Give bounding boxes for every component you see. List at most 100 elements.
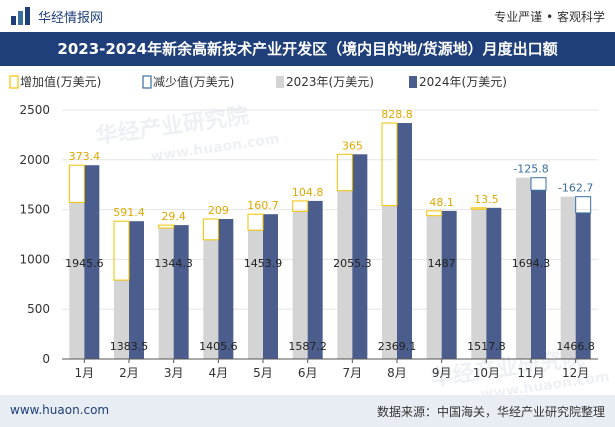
gridlines [62,109,598,310]
bar-2024 [531,190,546,359]
bar-2024 [397,123,412,359]
increase-frame [202,218,219,241]
value-label-2024: 1945.6 [65,257,104,270]
footer-source: 数据来源：中国海关，华经产业研究院整理 [376,405,605,419]
value-label-2024: 1344.3 [154,257,193,270]
legend-swatch-decrease [142,75,152,89]
bar-2024 [486,207,502,359]
bar-2023 [560,196,576,359]
y-tick-label: 1000 [19,252,50,266]
value-label-2024: 2055.3 [333,257,372,270]
bar-2024 [263,214,278,359]
legend-label-increase: 增加值(万美元) [20,74,101,89]
bar-2023 [516,177,531,359]
change-label: 591.4 [113,206,145,219]
bar-2023 [292,211,308,359]
increase-frame [158,224,175,229]
increase-frame [292,200,309,212]
bar-2023 [114,280,129,359]
legend-label-2023: 2023年(万美元) [286,75,374,89]
y-tick-label: 2000 [19,153,50,167]
bar-2024 [307,200,323,359]
y-tick-label: 500 [27,302,50,316]
bar-2024 [84,165,100,359]
bar-2024 [575,212,591,359]
increase-frame [68,164,85,203]
x-tick-label: 8月 [387,366,407,380]
bar-2023 [471,209,487,359]
footer-url[interactable]: www.huaon.com [10,403,110,417]
change-label: 365 [342,139,363,152]
change-label: 29.4 [161,210,186,223]
x-tick-label: 9月 [432,366,452,380]
change-label: 209 [208,204,229,217]
bar-2023 [69,202,85,359]
x-tick-label: 1月 [75,366,95,380]
bar-2023 [382,205,397,359]
value-label-2024: 1383.5 [110,340,149,353]
decrease-frame [575,196,592,214]
x-tick-label: 7月 [343,366,363,380]
change-label: 48.1 [429,196,454,209]
bar-2024 [129,221,144,359]
bar-2024 [441,210,457,359]
increase-frame [247,213,264,231]
increase-frame [470,207,487,210]
legend-label-decrease: 减少值(万美元) [153,74,234,89]
legend-swatch-increase [9,75,19,89]
legend-label-2024: 2024年(万美元) [419,75,507,89]
increase-frame [113,220,130,281]
x-axis: 1月 2月 3月 4月 5月 6月 7月 8月 9月 10月 11月 12月 [62,358,598,380]
x-tick-label: 5月 [253,366,273,380]
title-bar: 2023-2024年新余高新技术产业开发区（境内目的地/货源地）月度出口额 [0,32,615,66]
bar-2024 [173,225,189,359]
x-tick-label: 11月 [517,366,544,380]
change-label: -125.8 [513,163,548,176]
y-tick-label: 0 [42,352,50,366]
legend-swatch-2023 [276,76,284,88]
change-label: 104.8 [292,186,324,199]
y-tick-label: 2500 [19,103,50,117]
bar-2023 [337,190,353,359]
increase-frame [381,122,398,207]
x-tick-label: 12月 [562,366,589,380]
value-label-2024: 1694.3 [512,257,551,270]
top-bar: 华经情报网 专业严谨 • 客观科学 [0,0,615,32]
bar-2023 [426,215,442,359]
change-label: 373.4 [69,150,101,163]
bar-2024 [218,219,234,359]
legend: 增加值(万美元) 减少值(万美元) 2023年(万美元) 2024年(万美元) [9,74,507,89]
value-label-2024: 1453.9 [244,257,283,270]
bar-2023 [158,228,174,359]
change-label: 828.8 [381,108,413,121]
increase-frame [336,153,353,192]
bar-2023 [203,239,219,359]
value-label-2024: 1466.8 [556,340,595,353]
bars: 373.4 1945.6 591.4 1383.5 29.4 1344.3 209 1405.… [65,108,595,359]
bar-2024 [352,154,368,359]
value-label-2024: 1405.6 [199,340,238,353]
change-label: 160.7 [247,199,279,212]
increase-frame [426,210,443,217]
legend-swatch-2024 [409,76,417,88]
value-label-2024: 2369.1 [378,340,417,353]
footer: www.huaon.com 数据来源：中国海关，华经产业研究院整理 [0,395,615,427]
chart-title: 2023-2024年新余高新技术产业开发区（境内目的地/货源地）月度出口额 [57,40,558,58]
change-label: -162.7 [558,182,593,195]
bar-2023 [248,230,263,359]
y-axis-ticks: 0 500 1000 1500 2000 2500 [19,103,50,366]
x-tick-label: 10月 [473,366,500,380]
x-tick-label: 4月 [209,366,229,380]
change-label: 13.5 [474,193,499,206]
x-tick-label: 3月 [164,366,184,380]
y-tick-label: 1500 [19,203,50,217]
x-tick-label: 2月 [119,366,139,380]
bar-chart: 增加值(万美元) 减少值(万美元) 2023年(万美元) 2024年(万美元) … [9,74,598,380]
slogan: 专业严谨 • 客观科学 [494,10,605,24]
x-tick-label: 6月 [298,366,318,380]
logo-icon [11,7,30,25]
site-name: 华经情报网 [38,11,104,26]
value-label-2024: 1517.8 [467,340,506,353]
decrease-frame [530,177,547,191]
value-label-2024: 1587.2 [288,340,327,353]
